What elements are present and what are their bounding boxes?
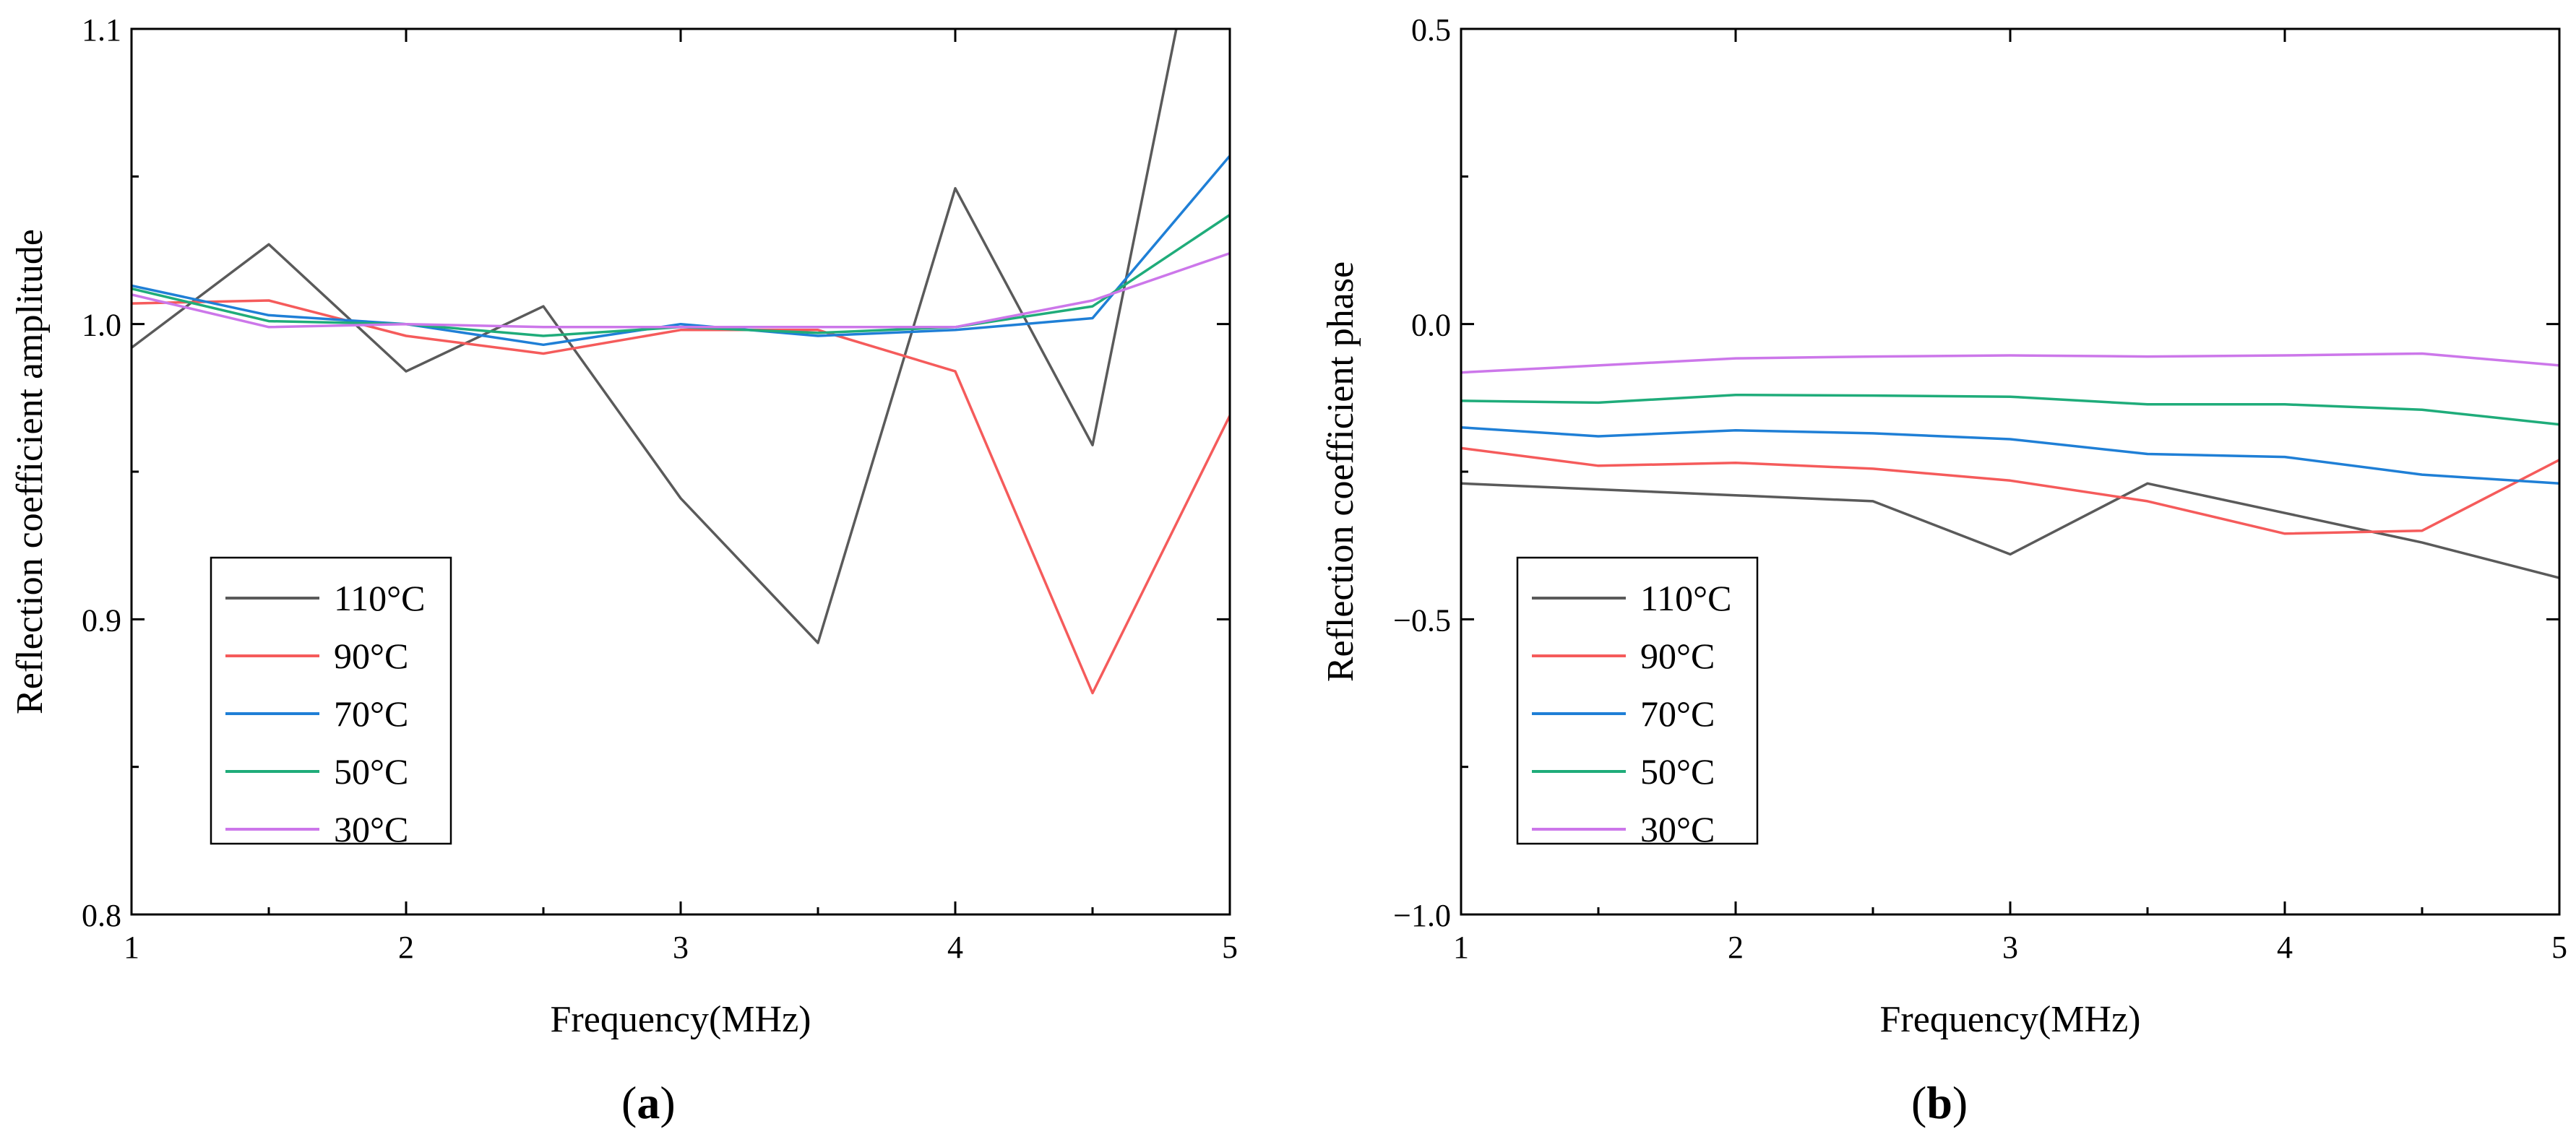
panel-a: 1 2 3 4 5 0.8 0.9 1.0 1.1 Frequency(MHz) Reflect… — [9, 12, 1238, 1128]
legend-entry: 70°C — [334, 693, 408, 734]
y-tick-label: 0.9 — [82, 602, 121, 638]
legend-entry: 30°C — [334, 809, 408, 849]
x-tick-label: 4 — [947, 930, 963, 965]
series-line — [132, 29, 1178, 644]
y-tick-label: −0.5 — [1393, 602, 1451, 638]
series-line — [132, 251, 1230, 329]
y-tick-label: 1.0 — [82, 308, 121, 343]
x-tick-label: 3 — [673, 930, 689, 965]
x-axis-label: Frequency(MHz) — [1880, 999, 2141, 1040]
series-line — [132, 299, 1230, 695]
legend-entry: 30°C — [1640, 809, 1715, 849]
panel-label: (b) — [1911, 1077, 1968, 1128]
y-tick-label: 0.0 — [1411, 308, 1451, 343]
y-tick-label: 0.5 — [1411, 12, 1451, 48]
legend-entry: 90°C — [334, 636, 408, 676]
legend-entry: 110°C — [1640, 578, 1732, 618]
series-line — [1461, 446, 2559, 535]
series-line — [1461, 393, 2559, 426]
y-axis-label: Reflection coefficient phase — [1320, 261, 1361, 682]
x-tick-label: 2 — [1728, 930, 1744, 965]
panel-b: 1 2 3 4 5 −1.0 −0.5 0.0 0.5 Frequency(MHz) Refle… — [1320, 12, 2567, 1128]
x-tick-label: 2 — [398, 930, 414, 965]
legend-entry: 90°C — [1640, 636, 1715, 676]
y-axis-label: Reflection coefficient amplitude — [9, 229, 51, 714]
series-line — [1461, 425, 2559, 485]
x-tick-label: 5 — [1222, 930, 1238, 965]
x-tick-label: 3 — [2002, 930, 2018, 965]
x-tick-label: 4 — [2277, 930, 2293, 965]
x-axis-label: Frequency(MHz) — [551, 999, 811, 1040]
x-tick-label: 5 — [2551, 930, 2567, 965]
legend: 110°C 90°C 70°C 50°C 30°C — [210, 556, 452, 849]
legend-entry: 50°C — [334, 751, 408, 792]
legend: 110°C 90°C 70°C 50°C 30°C — [1516, 556, 1759, 849]
legend-entry: 50°C — [1640, 751, 1715, 792]
legend-entry: 110°C — [334, 578, 426, 618]
legend-entry: 70°C — [1640, 693, 1715, 734]
y-tick-label: −1.0 — [1393, 898, 1451, 933]
legend-box — [1516, 556, 1759, 845]
x-tick-label: 1 — [124, 930, 139, 965]
series-line — [132, 155, 1230, 347]
panel-label: (a) — [621, 1077, 676, 1128]
legend-box — [210, 556, 452, 845]
y-tick-label: 0.8 — [82, 898, 121, 933]
y-tick-label: 1.1 — [82, 12, 121, 48]
x-tick-label: 1 — [1453, 930, 1469, 965]
series-line — [1461, 352, 2559, 374]
